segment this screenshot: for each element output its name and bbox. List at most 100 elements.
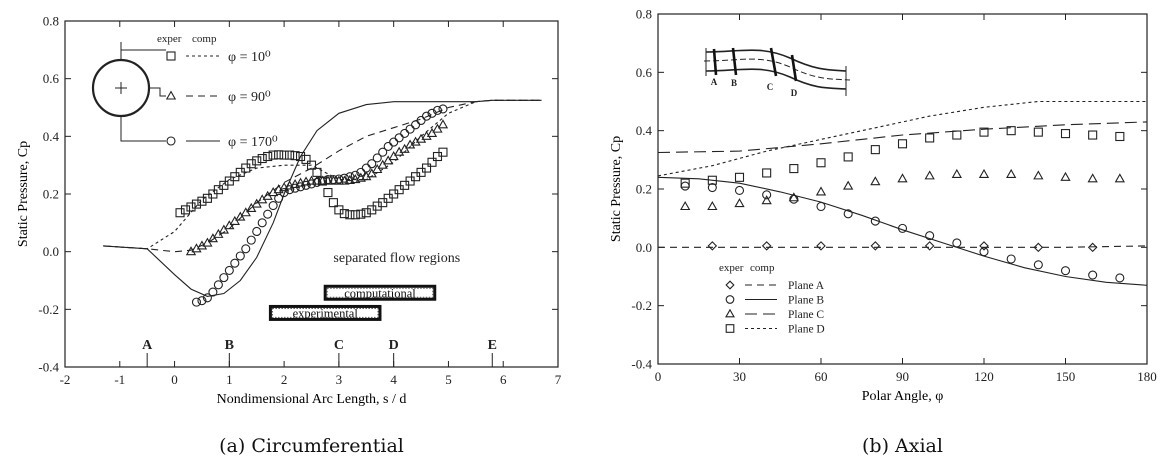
circle-marker [372, 153, 382, 163]
triangle-marker [680, 200, 691, 211]
legend-label: Plane B [788, 295, 824, 307]
x-tick-label: 0 [655, 369, 662, 384]
circle-marker [411, 120, 421, 130]
triangle-marker [240, 207, 251, 217]
triangle-marker [165, 90, 177, 100]
circle-marker [421, 111, 432, 121]
square-marker [252, 156, 262, 166]
plane-marker [712, 48, 718, 76]
region-bar [323, 284, 437, 301]
triangle-marker [218, 224, 230, 234]
circle-marker [290, 183, 300, 193]
circle-marker [427, 108, 437, 118]
triangle-marker [761, 195, 772, 205]
circle-marker [979, 247, 989, 257]
circle-marker [328, 175, 338, 185]
square-marker [1115, 131, 1125, 142]
triangle-marker [788, 192, 799, 202]
square-marker [421, 163, 432, 173]
square-marker [339, 209, 349, 219]
legend-label: φ = 10⁰ [228, 50, 271, 65]
computed-line [657, 121, 1148, 154]
triangle-marker [870, 176, 881, 186]
square-marker [246, 159, 256, 169]
circle-marker [224, 265, 234, 275]
triangle-marker [235, 211, 246, 221]
y-tick-label: 0.2 [43, 187, 59, 202]
triangle-marker [1060, 171, 1071, 181]
triangle-marker [388, 151, 399, 161]
triangle-marker [311, 175, 323, 185]
square-marker [680, 178, 690, 188]
x-tick-label: 4 [390, 372, 397, 387]
circle-marker [1006, 254, 1016, 264]
computed-line [658, 245, 1148, 248]
circle-marker [230, 258, 240, 268]
leader-line [149, 87, 166, 97]
square-marker [268, 150, 278, 160]
circle-marker [306, 179, 317, 189]
y-axis-label: Static Pressure, Cp [16, 141, 31, 247]
circle-marker [897, 223, 908, 233]
triangle-marker [815, 186, 827, 196]
legend: exper comp φ = 10⁰ φ = 90⁰ φ = 170⁰ [91, 33, 278, 150]
square-marker [328, 198, 338, 208]
circle-marker [166, 136, 176, 146]
circle-marker [301, 180, 311, 190]
circle-marker [843, 209, 853, 219]
circle-marker [191, 297, 202, 307]
square-marker [1033, 127, 1043, 137]
plane-marker [790, 54, 798, 82]
square-marker [816, 158, 826, 168]
computational-region: computational [323, 284, 437, 301]
square-marker [725, 324, 735, 333]
diamond-marker [816, 241, 826, 251]
triangle-marker [366, 168, 377, 178]
triangle-marker [399, 143, 410, 153]
circle-marker [323, 175, 333, 185]
circle-marker [707, 182, 717, 193]
square-marker [762, 168, 772, 178]
circle-marker [279, 188, 289, 198]
circle-marker [246, 235, 256, 245]
y-tick-label: 0.8 [636, 7, 652, 22]
station-label: E [488, 338, 497, 353]
station-label: B [225, 338, 234, 353]
square-marker [180, 205, 191, 215]
y-tick-label: 0.0 [636, 240, 652, 255]
y-tick-label: 0.4 [636, 123, 653, 138]
triangle-marker [251, 198, 262, 208]
circle-marker [725, 295, 735, 304]
triangle-marker [383, 155, 394, 165]
square-marker [263, 151, 273, 162]
circle-marker [1115, 273, 1125, 283]
legend-label: Plane C [788, 309, 824, 321]
x-tick-label: 60 [815, 369, 828, 384]
circle-marker [208, 287, 218, 297]
circle-marker [952, 238, 962, 248]
triangle-marker [1114, 173, 1125, 183]
triangle-marker [229, 215, 240, 225]
computed-line [103, 99, 542, 250]
circle-marker [762, 190, 772, 200]
experimental-markers [175, 104, 449, 307]
circumferential-chart: -2 -1 0 1 2 3 4 5 6 7 -0.4 -0.2 0.0 0.2 0.4 0.6 0.8 sepa… [16, 14, 562, 458]
square-marker [285, 150, 295, 160]
circle-marker [394, 133, 404, 143]
circle-marker [1033, 260, 1043, 270]
triangle-marker [437, 119, 449, 129]
y-tick-label: -0.4 [631, 357, 652, 372]
square-marker [356, 209, 366, 219]
x-axis-label: Nondimensional Arc Length, s / d [217, 392, 407, 407]
diamond-marker [707, 241, 718, 251]
square-marker [897, 139, 908, 149]
circle-marker [252, 226, 262, 237]
diamond-marker [924, 241, 935, 251]
circle-marker [389, 137, 399, 147]
y-tick-label: 0.2 [636, 182, 652, 197]
square-marker [186, 202, 196, 212]
panel-caption: (b) Axial [862, 435, 943, 457]
triangle-marker [978, 168, 990, 178]
triangle-marker [1033, 170, 1044, 180]
x-tick-label: 90 [896, 369, 909, 384]
